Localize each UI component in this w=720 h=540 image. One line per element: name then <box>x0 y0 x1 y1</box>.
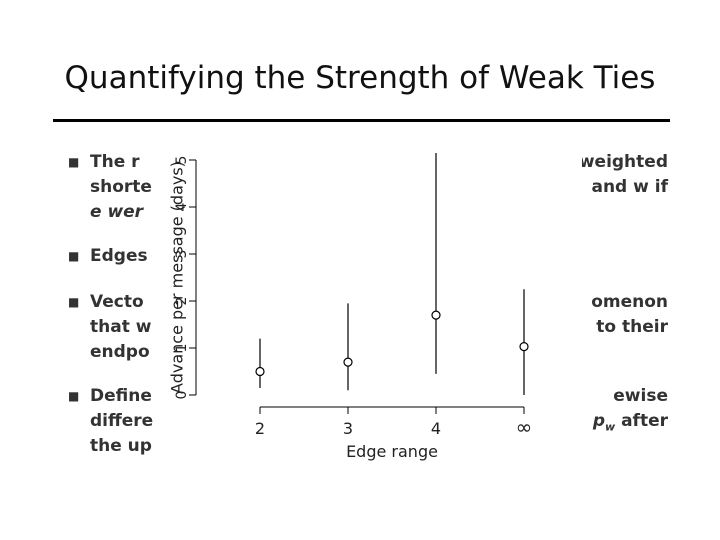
bullet-text: Define <box>90 386 152 406</box>
bullet-right-fragment: ewise <box>68 384 668 409</box>
x-tick-label: 3 <box>343 419 353 438</box>
x-axis-label: Edge range <box>346 442 438 461</box>
data-point <box>343 357 353 367</box>
bullet-square-icon: ■ <box>68 155 80 169</box>
slide-title: Quantifying the Strength of Weak Ties <box>64 60 656 96</box>
data-point <box>255 366 265 377</box>
bullet-text: omenon <box>591 292 668 312</box>
bullet-right-fragment: weighted <box>68 150 668 175</box>
bullet-text: Vecto <box>90 292 144 312</box>
bullet-item: ■ The r <box>68 150 668 175</box>
plot-layer: 0 1 2 3 4 5 2 3 4 ∞ <box>174 152 533 439</box>
bullet-subscript: w <box>604 420 616 434</box>
bullet-text: after <box>621 411 668 431</box>
bullet-text: weighted <box>578 152 668 172</box>
bullet-text: ewise <box>613 386 668 406</box>
title-divider <box>53 119 670 122</box>
bullet-text: that w <box>90 317 152 337</box>
bullet-text: p <box>592 411 605 431</box>
y-tick-label: 4 <box>174 202 190 211</box>
bullet-text: e wer <box>90 202 144 222</box>
bullet-text: The r <box>90 152 140 172</box>
y-axis-label: Advance per message (days) <box>168 161 187 394</box>
bullet-square-icon: ■ <box>68 295 80 309</box>
bullet-continuation: e wer <box>68 200 668 225</box>
bullet-continuation: that w <box>68 315 668 340</box>
bullet-continuation: shorte <box>68 175 668 200</box>
y-tick-label: 5 <box>174 156 190 165</box>
x-tick-label: 2 <box>255 419 265 438</box>
error-bar-chart: Advance per message (days) Edge range 0 1… <box>168 152 533 461</box>
bullet-continuation: the up <box>68 434 668 459</box>
bullet-text: to their <box>596 317 668 337</box>
data-point <box>431 310 441 320</box>
y-tick-label: 2 <box>174 297 190 306</box>
bullet-text: endpo <box>90 342 150 362</box>
bullet-right-fragment: omenon <box>68 290 668 315</box>
bullet-text: Edges <box>90 246 148 266</box>
bullet-right-fragment: and w if <box>68 175 668 200</box>
data-point <box>519 341 529 352</box>
bullet-text: differe <box>90 411 154 431</box>
bullet-right-fragment: to their <box>68 315 668 340</box>
x-tick-label: 4 <box>431 419 441 438</box>
bullet-item: ■ Vecto <box>68 290 668 315</box>
bullet-continuation: endpo <box>68 340 668 365</box>
y-tick-label: 1 <box>174 344 190 353</box>
bullet-continuation: differe <box>68 409 668 434</box>
bullet-text: the up <box>90 436 152 456</box>
bullet-item: ■ Define <box>68 384 668 409</box>
y-tick-label: 0 <box>174 391 190 400</box>
y-tick-label: 3 <box>174 250 190 259</box>
bullet-square-icon: ■ <box>68 249 80 263</box>
bullet-item: ■ Edges <box>68 244 668 269</box>
bullet-text: and w if <box>591 177 668 197</box>
chart-panel: Advance per message (days) Edge range 0 1… <box>168 140 582 466</box>
x-tick-label: ∞ <box>516 415 533 439</box>
bullet-right-fragment: pw after <box>68 409 668 439</box>
bullet-text: shorte <box>90 177 152 197</box>
bullet-square-icon: ■ <box>68 389 80 403</box>
